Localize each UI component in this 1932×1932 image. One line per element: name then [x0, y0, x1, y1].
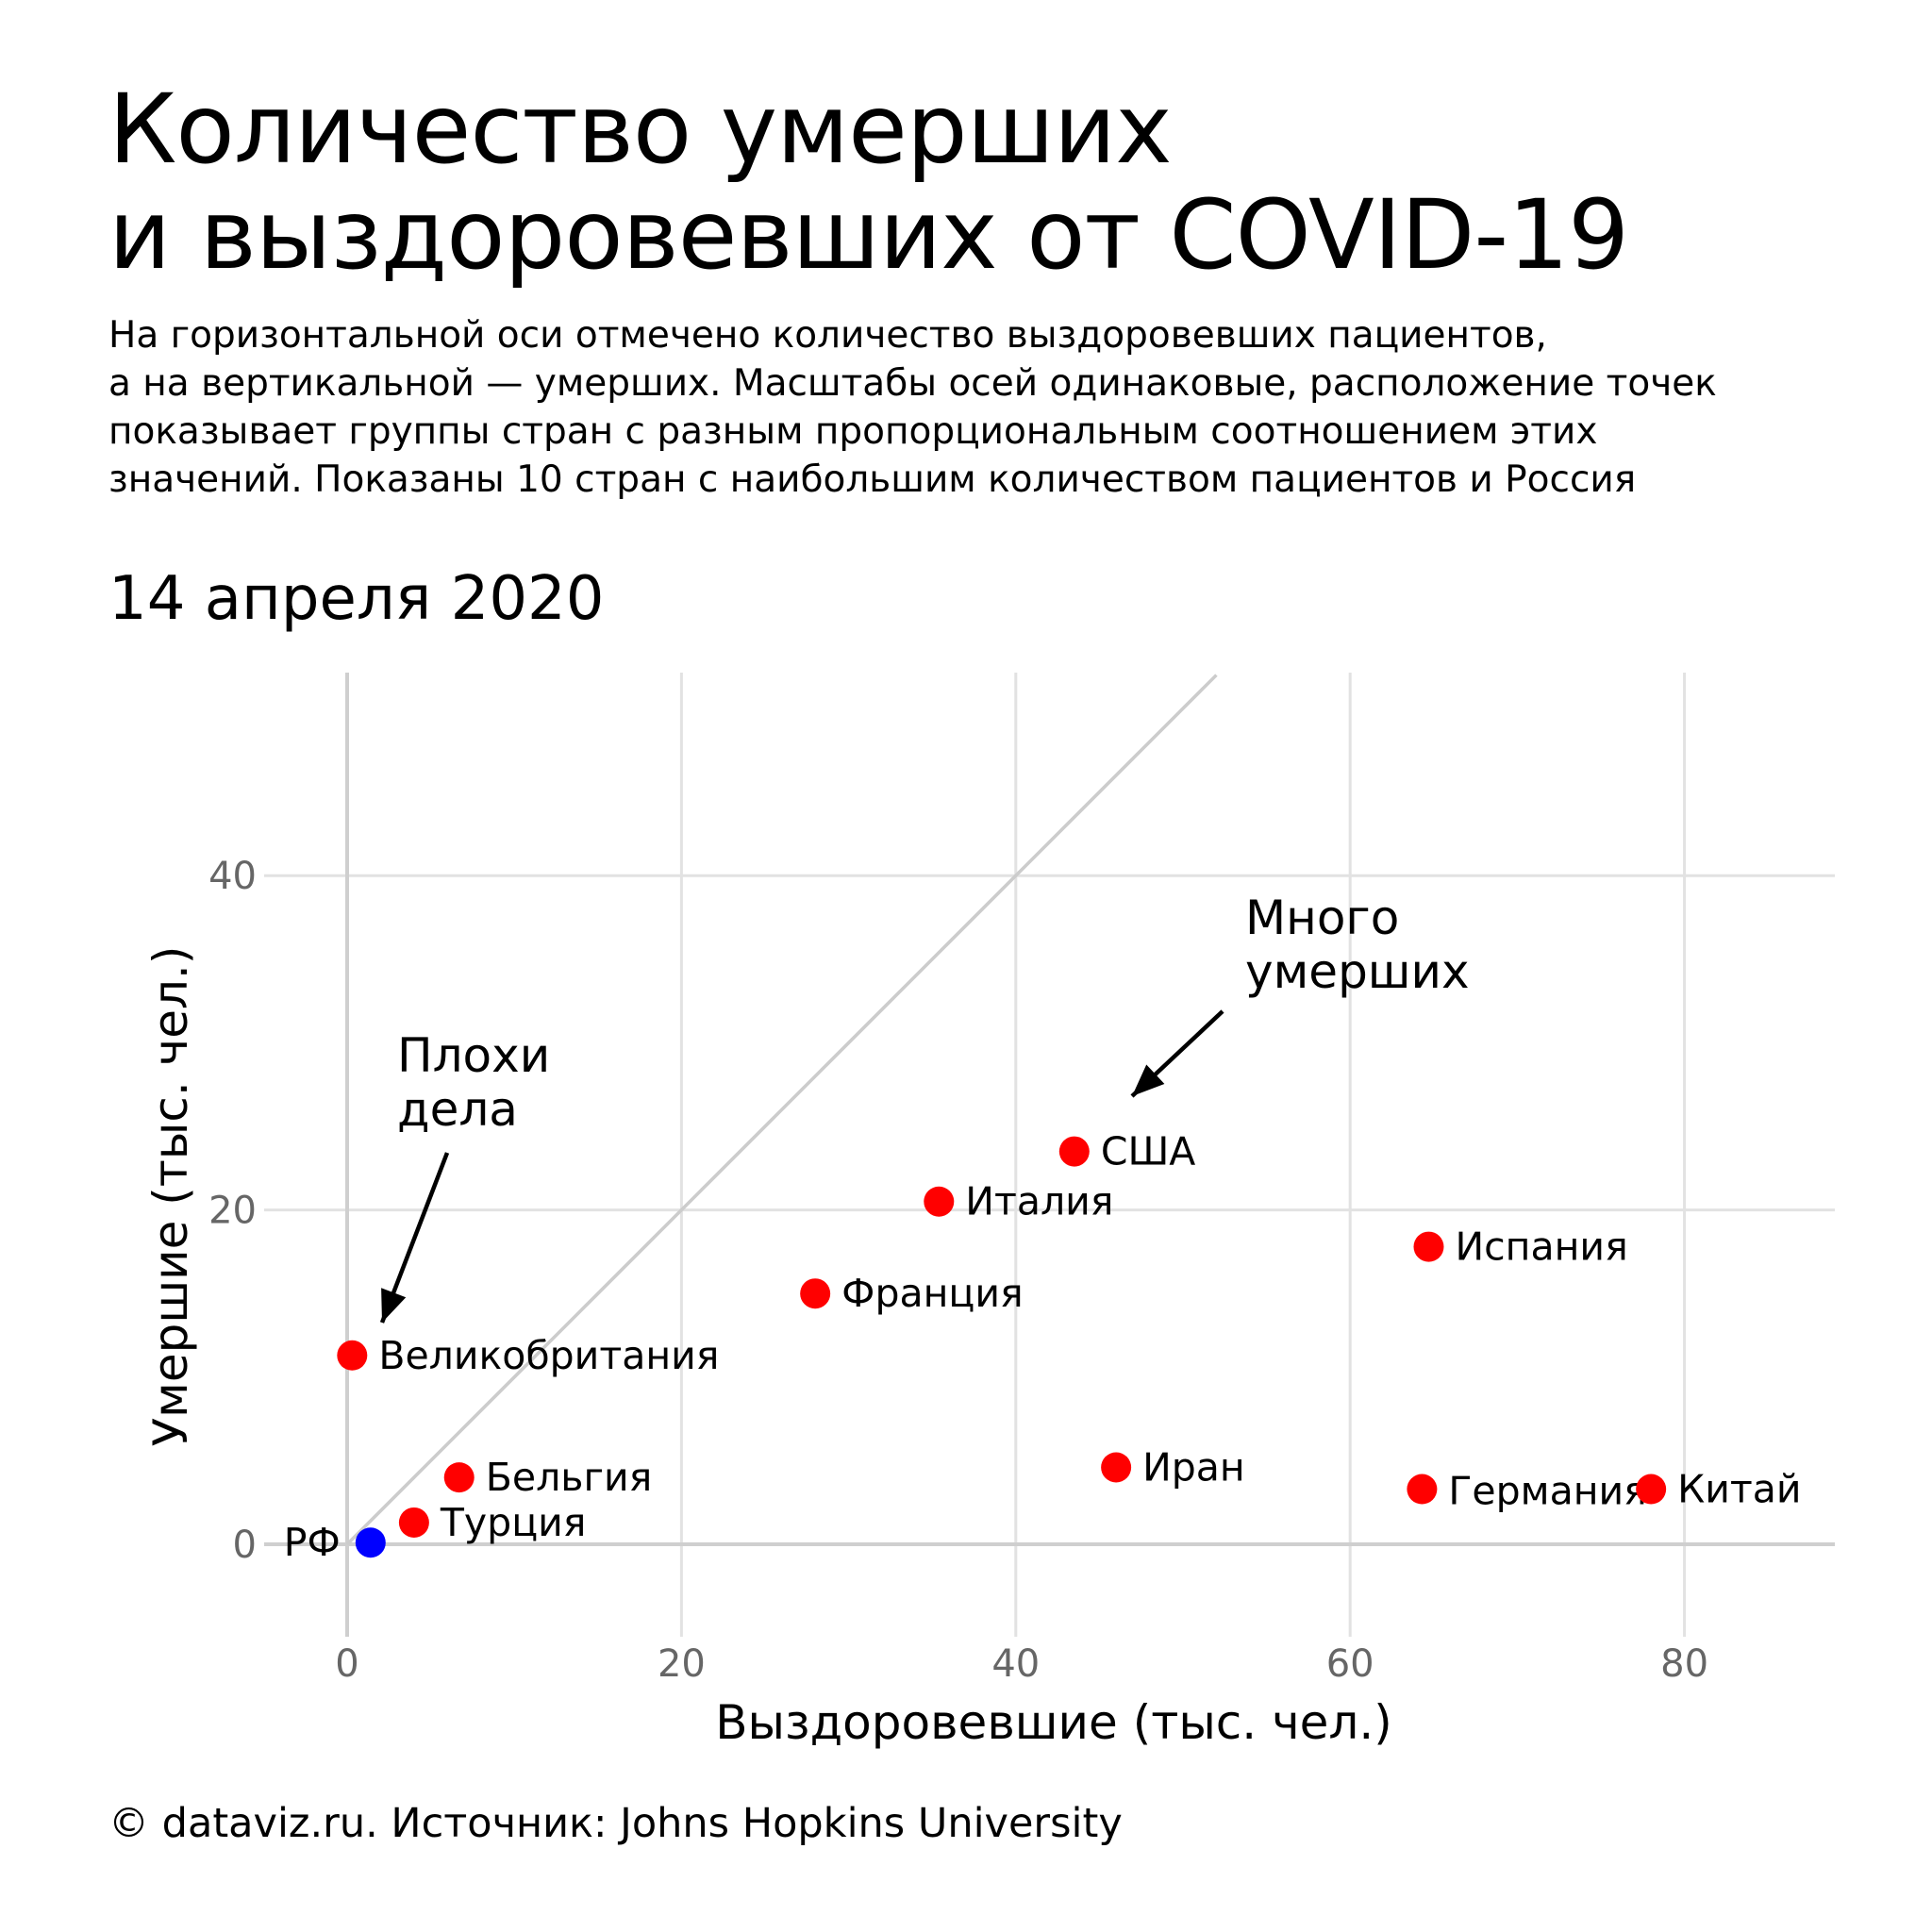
chart-subtitle: На горизонтальной оси отмечено количеств…: [108, 311, 1717, 504]
point-label: РФ: [284, 1520, 341, 1565]
annotation-deaths-line-2: умерших: [1245, 944, 1470, 999]
scatter-point: [800, 1278, 831, 1309]
point-label: Франция: [841, 1271, 1023, 1316]
x-tick-label: 40: [991, 1642, 1040, 1686]
y-axis-title: Умершие (тыс. чел.): [143, 946, 198, 1447]
scatter-point: [1058, 1136, 1090, 1167]
date-label: 14 апреля 2020: [108, 564, 605, 634]
scatter-point: [1636, 1474, 1667, 1505]
point-label: Германия: [1448, 1469, 1646, 1514]
point-label: Испания: [1455, 1224, 1627, 1270]
chart-title: Количество умерших и выздоровевших от CO…: [108, 74, 1629, 291]
title-line-1: Количество умерших: [108, 74, 1173, 186]
many-deaths-arrow: [1130, 1009, 1224, 1098]
y-tick-label: 20: [208, 1190, 257, 1233]
scatter-point: [337, 1340, 368, 1371]
title-line-2: и выздоровевших от COVID-19: [108, 179, 1629, 291]
tick-layer: 0 20 40 60 80 0 20 40: [208, 855, 1708, 1686]
point-label: Великобритания: [378, 1333, 719, 1378]
equal-ratio-line: [345, 674, 1218, 1546]
scatter-point: [1101, 1452, 1132, 1483]
x-tick-label: 60: [1326, 1642, 1374, 1686]
point-label: Италия: [965, 1179, 1113, 1224]
annotation-bad-line-1: Плохи: [397, 1028, 550, 1083]
x-axis-title: Выздоровевшие (тыс. чел.): [715, 1695, 1392, 1750]
subtitle-line-4: значений. Показаны 10 стран с наибольшим…: [108, 458, 1637, 501]
x-tick-label: 20: [658, 1642, 706, 1686]
scatter-point: [398, 1507, 429, 1538]
annotation-deaths-line-1: Много: [1245, 891, 1399, 945]
point-layer: США Италия Испания Франция Великобритания Ира…: [284, 1129, 1802, 1566]
y-tick-label: 40: [208, 855, 257, 898]
point-label: Китай: [1677, 1467, 1801, 1512]
x-tick-label: 0: [335, 1642, 358, 1686]
scatter-point: [443, 1462, 475, 1493]
grid-layer: [264, 673, 1835, 1637]
subtitle-line-2: а на вертикальной — умерших. Масштабы ос…: [108, 362, 1717, 405]
subtitle-line-1: На горизонтальной оси отмечено количеств…: [108, 314, 1547, 357]
reference-layer: [345, 674, 1218, 1546]
y-tick-label: 0: [233, 1524, 257, 1567]
bad-news-arrow: [379, 1152, 450, 1324]
point-label: США: [1101, 1129, 1196, 1174]
footer-source: © dataviz.ru. Источник: Johns Hopkins Un…: [108, 1800, 1123, 1847]
scatter-point: [355, 1527, 386, 1558]
subtitle-line-3: показывает группы стран с разным пропорц…: [108, 410, 1598, 453]
point-label: Турция: [440, 1500, 587, 1545]
scatter-point: [1413, 1231, 1444, 1262]
scatter-point: [924, 1186, 955, 1217]
point-label: Иран: [1142, 1444, 1245, 1490]
scatter-point: [1407, 1474, 1438, 1505]
annotation-layer: Плохи дела Много умерших: [379, 891, 1470, 1324]
point-label: Бельгия: [486, 1455, 653, 1500]
annotation-bad-line-2: дела: [397, 1082, 518, 1137]
x-tick-label: 80: [1660, 1642, 1708, 1686]
